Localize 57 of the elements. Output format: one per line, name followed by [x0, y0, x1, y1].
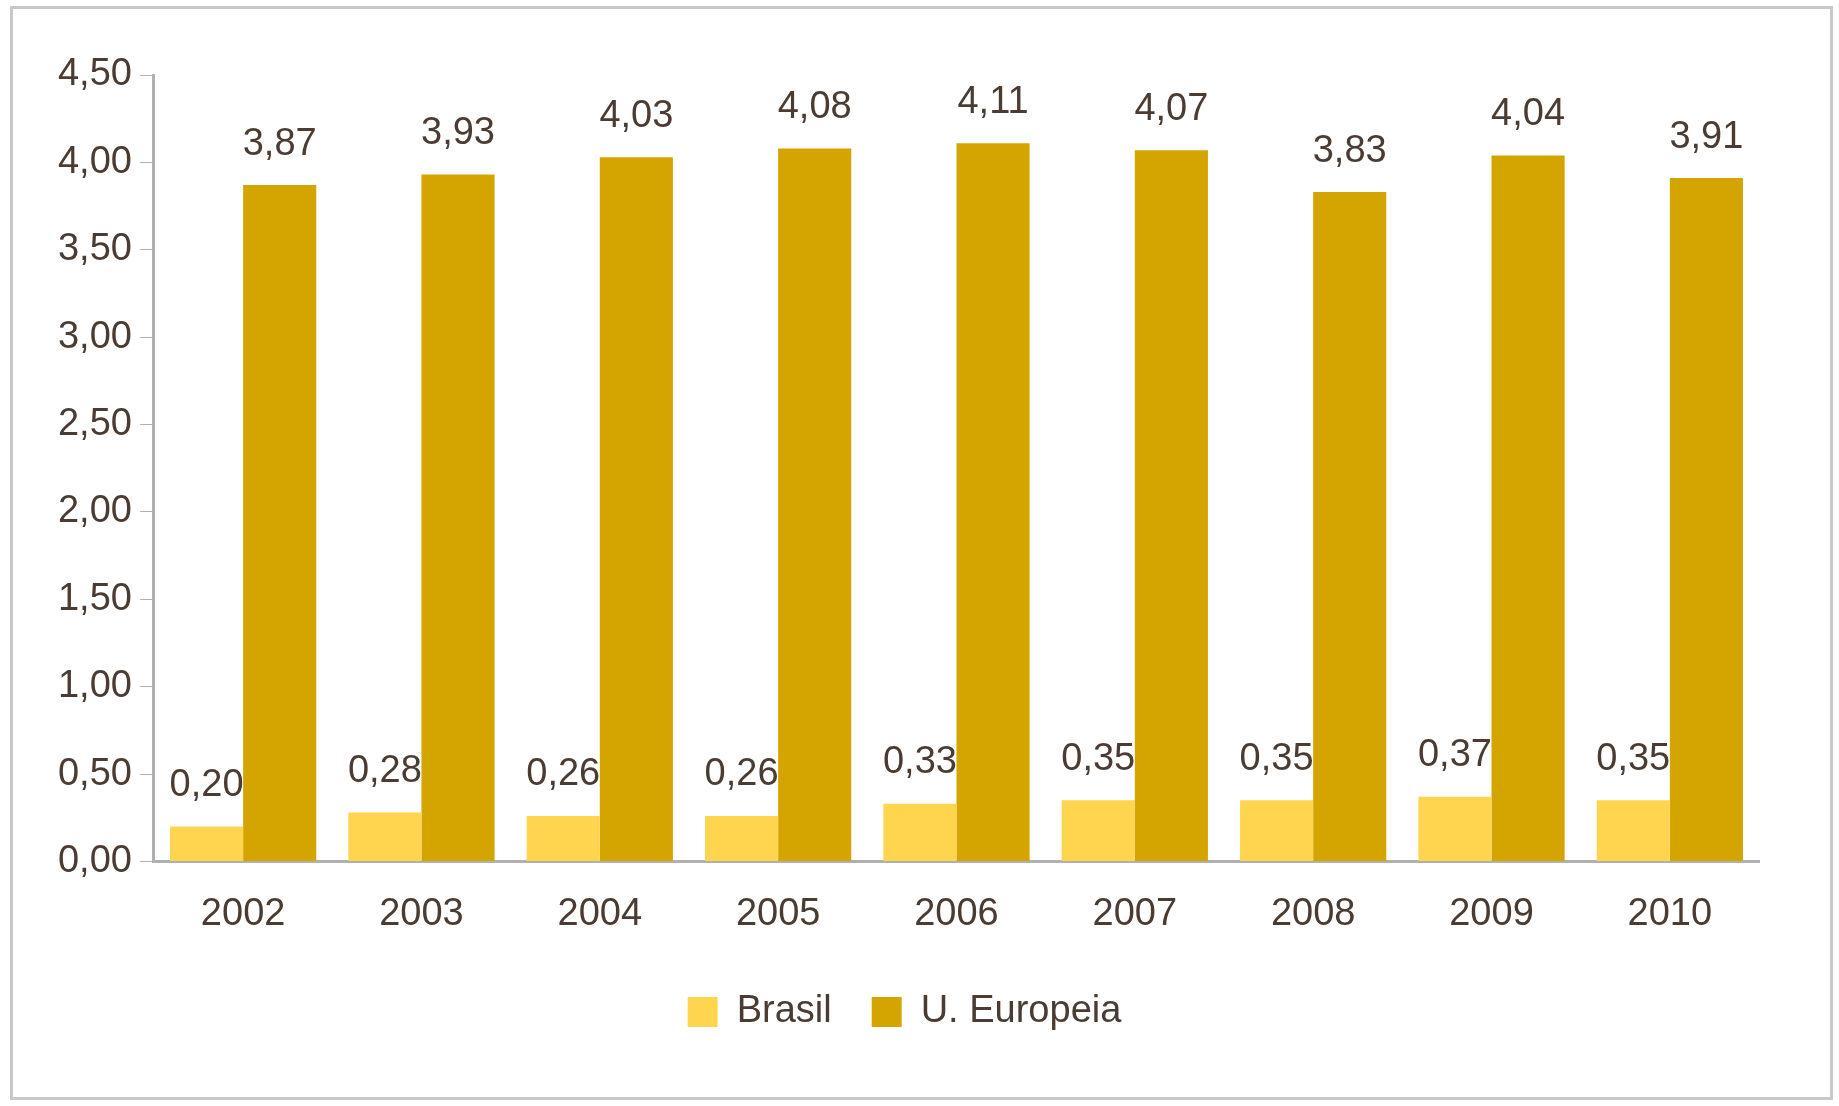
- data-label: 4,04: [1491, 90, 1566, 133]
- y-tick-label: 1,00: [57, 663, 132, 706]
- data-label: 4,08: [777, 83, 852, 126]
- data-label: 4,07: [1134, 85, 1209, 128]
- bar: [1134, 150, 1208, 861]
- bar: [1596, 800, 1670, 861]
- bar: [1669, 178, 1743, 861]
- x-tick-label: 2009: [1449, 890, 1534, 933]
- y-tick-label: 2,00: [57, 488, 132, 531]
- y-tick-label: 2,50: [57, 401, 132, 443]
- y-tick-label: 4,50: [57, 51, 132, 94]
- bar: [1491, 155, 1565, 861]
- data-label: 0,33: [882, 739, 957, 782]
- data-label: 4,11: [957, 78, 1029, 121]
- bar: [526, 815, 600, 861]
- bar: [599, 157, 673, 861]
- data-label: 0,37: [1417, 732, 1492, 775]
- data-label: 0,26: [526, 751, 601, 794]
- bar: [956, 143, 1030, 861]
- bar: [348, 812, 422, 861]
- x-tick-label: 2004: [557, 890, 643, 933]
- bar: [421, 174, 495, 861]
- data-label: 0,26: [704, 751, 779, 794]
- legend-label: Brasil: [736, 988, 832, 1031]
- data-label: 0,28: [347, 747, 422, 790]
- bar: [778, 148, 852, 861]
- data-label: 3,87: [242, 120, 317, 163]
- y-tick-label: 4,00: [57, 138, 132, 181]
- bar: [1061, 800, 1135, 861]
- data-label: 0,20: [169, 761, 244, 804]
- y-tick-label: 0,00: [57, 837, 132, 880]
- bar: [1240, 800, 1314, 861]
- y-tick-label: 3,50: [57, 226, 132, 269]
- data-label: 3,83: [1312, 127, 1387, 170]
- data-label: 3,91: [1669, 113, 1744, 156]
- legend-label: U. Europeia: [920, 988, 1123, 1031]
- bar: [170, 826, 244, 861]
- x-tick-label: 2008: [1270, 890, 1356, 933]
- data-label: 0,35: [1596, 735, 1671, 778]
- data-label: 0,35: [1239, 735, 1314, 778]
- y-tick-label: 0,50: [57, 750, 132, 793]
- y-tick-label: 3,00: [57, 313, 132, 356]
- bar: [1313, 192, 1387, 861]
- x-tick-label: 2010: [1627, 890, 1713, 933]
- x-tick-label: 2006: [914, 890, 999, 933]
- data-label: 0,35: [1061, 735, 1136, 778]
- y-tick-label: 1,50: [57, 575, 132, 618]
- bar: [883, 803, 957, 861]
- bar: [243, 185, 317, 861]
- data-label: 4,03: [599, 92, 674, 135]
- bar: [705, 815, 779, 861]
- x-tick-label: 2002: [200, 890, 286, 933]
- bar: [1418, 796, 1492, 861]
- data-label: 3,93: [421, 110, 496, 153]
- x-tick-label: 2007: [1092, 890, 1178, 933]
- x-tick-label: 2003: [379, 890, 464, 933]
- x-tick-label: 2005: [735, 890, 821, 933]
